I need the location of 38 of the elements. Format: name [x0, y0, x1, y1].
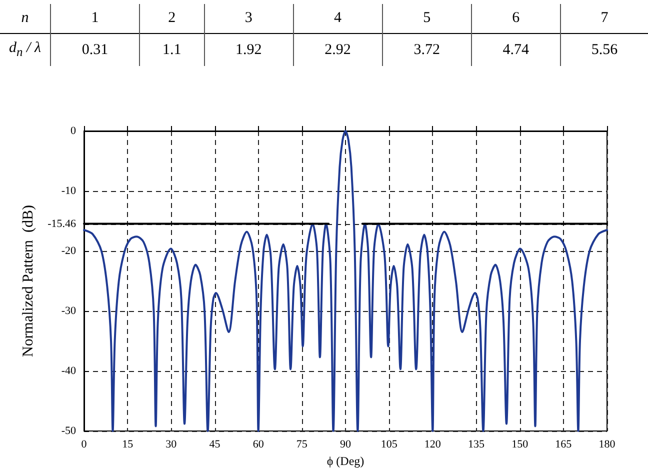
- x-tick-label: 30: [166, 438, 178, 450]
- x-tick-label: 90: [340, 438, 352, 450]
- text: 3: [204, 4, 294, 34]
- x-tick-label: 105: [380, 438, 398, 450]
- text: n: [20, 9, 30, 28]
- text: 0.31: [50, 34, 140, 66]
- text: 4.74: [471, 34, 560, 66]
- text: 1.92: [204, 34, 294, 66]
- x-tick-label: 135: [468, 438, 485, 450]
- y-tick-label: 0: [70, 125, 76, 137]
- text: 7: [560, 4, 648, 34]
- x-tick-label: 165: [555, 438, 572, 450]
- text: 2: [140, 4, 204, 34]
- x-tick-label: 0: [81, 438, 88, 450]
- x-tick-label: 75: [296, 438, 308, 450]
- x-axis-title: ϕ (Deg): [326, 454, 364, 468]
- text: 3.72: [382, 34, 472, 66]
- y-tick-label: -40: [61, 365, 76, 377]
- text: 2.92: [293, 34, 382, 66]
- text: d$_{n}$ / λ: [8, 39, 42, 61]
- y-tick-label: -15.46: [48, 218, 76, 230]
- y-tick-label: -50: [61, 425, 76, 437]
- y-axis-title: Normalized Pattern (dB): [20, 204, 36, 358]
- text: 5: [382, 4, 472, 34]
- y-tick-label: -20: [61, 245, 76, 257]
- text: 4: [293, 4, 382, 34]
- y-tick-label: -30: [61, 305, 76, 317]
- y-tick-label: -10: [61, 185, 76, 197]
- x-tick-label: 120: [424, 438, 442, 450]
- x-tick-label: 45: [209, 438, 221, 450]
- text: 5.56: [560, 34, 648, 66]
- text: 1.1: [140, 34, 204, 66]
- text: 1: [50, 4, 140, 34]
- x-tick-label: 180: [598, 438, 616, 450]
- x-tick-label: 150: [512, 438, 529, 450]
- text: 6: [471, 4, 560, 34]
- x-tick-label: 60: [252, 438, 264, 450]
- x-tick-label: 15: [122, 438, 134, 450]
